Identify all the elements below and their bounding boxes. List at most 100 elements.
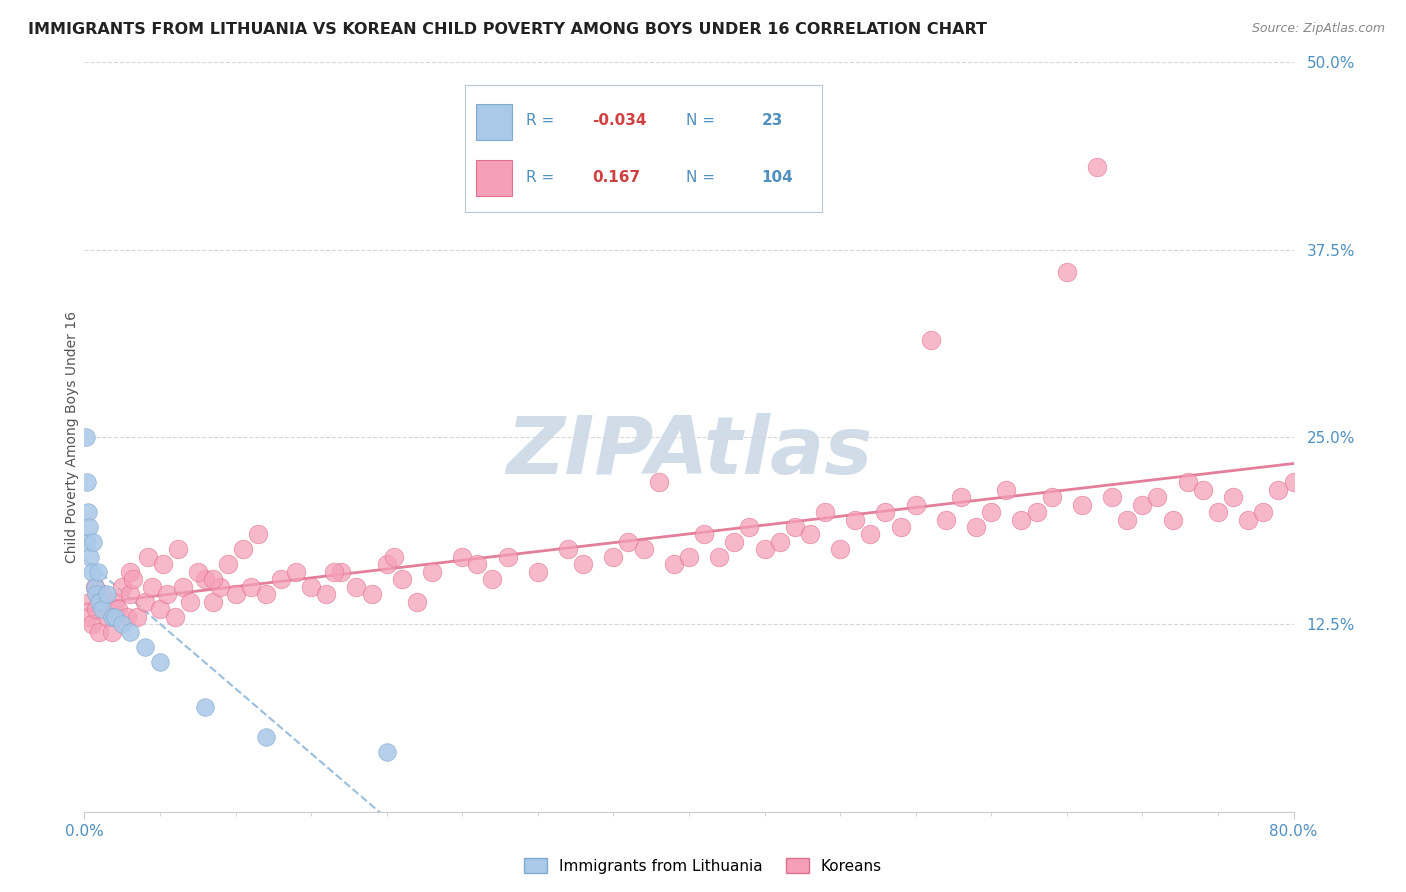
Point xyxy=(141,580,163,594)
Point xyxy=(118,624,141,639)
Point xyxy=(602,549,624,564)
Point xyxy=(100,624,122,639)
Point xyxy=(451,549,474,564)
Point xyxy=(254,730,277,744)
Point xyxy=(1085,161,1108,175)
Point xyxy=(1116,512,1139,526)
Y-axis label: Child Poverty Among Boys Under 16: Child Poverty Among Boys Under 16 xyxy=(65,311,79,563)
Point xyxy=(76,535,98,549)
Point xyxy=(172,580,194,594)
Point xyxy=(165,610,187,624)
Point xyxy=(111,617,134,632)
Point xyxy=(360,587,382,601)
Point xyxy=(194,699,217,714)
Point xyxy=(149,602,172,616)
Point xyxy=(693,527,716,541)
Point xyxy=(1177,475,1199,489)
Point xyxy=(783,520,806,534)
Point xyxy=(1222,490,1244,504)
Point xyxy=(84,580,107,594)
Point xyxy=(239,580,262,594)
Point xyxy=(167,542,190,557)
Point xyxy=(980,505,1002,519)
Point xyxy=(179,595,201,609)
Point xyxy=(420,565,443,579)
Point xyxy=(1192,483,1215,497)
Point xyxy=(187,565,209,579)
Point xyxy=(134,640,156,654)
Point xyxy=(754,542,776,557)
Point xyxy=(995,483,1018,497)
Point xyxy=(678,549,700,564)
Point xyxy=(799,527,821,541)
Point xyxy=(82,535,104,549)
Point xyxy=(527,565,550,579)
Point xyxy=(467,558,489,572)
Point xyxy=(1267,483,1289,497)
Point xyxy=(890,520,912,534)
Point xyxy=(496,549,519,564)
Point xyxy=(709,549,731,564)
Point xyxy=(1206,505,1229,519)
Point xyxy=(115,610,138,624)
Point xyxy=(87,565,110,579)
Point xyxy=(814,505,837,519)
Point xyxy=(77,505,100,519)
Point xyxy=(225,587,247,601)
Point xyxy=(84,580,107,594)
Text: Source: ZipAtlas.com: Source: ZipAtlas.com xyxy=(1251,22,1385,36)
Point xyxy=(118,565,141,579)
Legend: Immigrants from Lithuania, Koreans: Immigrants from Lithuania, Koreans xyxy=(517,852,889,880)
Point xyxy=(201,573,224,587)
Point xyxy=(935,512,957,526)
Point xyxy=(375,558,398,572)
Point xyxy=(965,520,987,534)
Point xyxy=(76,475,98,489)
Point xyxy=(391,573,413,587)
Point xyxy=(617,535,640,549)
Point xyxy=(194,573,217,587)
Point xyxy=(96,587,118,601)
Point xyxy=(254,587,277,601)
Point xyxy=(875,505,897,519)
Point xyxy=(247,527,270,541)
Point xyxy=(156,587,179,601)
Point xyxy=(80,617,103,632)
Point xyxy=(844,512,866,526)
Point xyxy=(1025,505,1047,519)
Point xyxy=(1237,512,1260,526)
Point xyxy=(111,580,134,594)
Text: IMMIGRANTS FROM LITHUANIA VS KOREAN CHILD POVERTY AMONG BOYS UNDER 16 CORRELATIO: IMMIGRANTS FROM LITHUANIA VS KOREAN CHIL… xyxy=(28,22,987,37)
Point xyxy=(285,565,308,579)
Point xyxy=(662,558,685,572)
Point xyxy=(904,498,927,512)
Point xyxy=(209,580,232,594)
Point xyxy=(121,573,143,587)
Point xyxy=(1056,265,1078,279)
Point xyxy=(79,549,101,564)
Point xyxy=(217,558,239,572)
Point xyxy=(1011,512,1033,526)
Point xyxy=(136,549,159,564)
Point xyxy=(315,587,337,601)
Text: ZIPAtlas: ZIPAtlas xyxy=(506,413,872,491)
Point xyxy=(80,565,103,579)
Point xyxy=(950,490,973,504)
Point xyxy=(100,610,122,624)
Point xyxy=(1282,475,1305,489)
Point xyxy=(104,595,127,609)
Point xyxy=(859,527,882,541)
Point xyxy=(201,595,224,609)
Point xyxy=(96,610,118,624)
Point xyxy=(406,595,429,609)
Point xyxy=(107,602,129,616)
Point xyxy=(149,655,172,669)
Point xyxy=(920,333,942,347)
Point xyxy=(270,573,292,587)
Point xyxy=(830,542,852,557)
Point xyxy=(1132,498,1154,512)
Point xyxy=(91,587,114,601)
Point xyxy=(86,587,108,601)
Point xyxy=(557,542,579,557)
Point xyxy=(375,745,398,759)
